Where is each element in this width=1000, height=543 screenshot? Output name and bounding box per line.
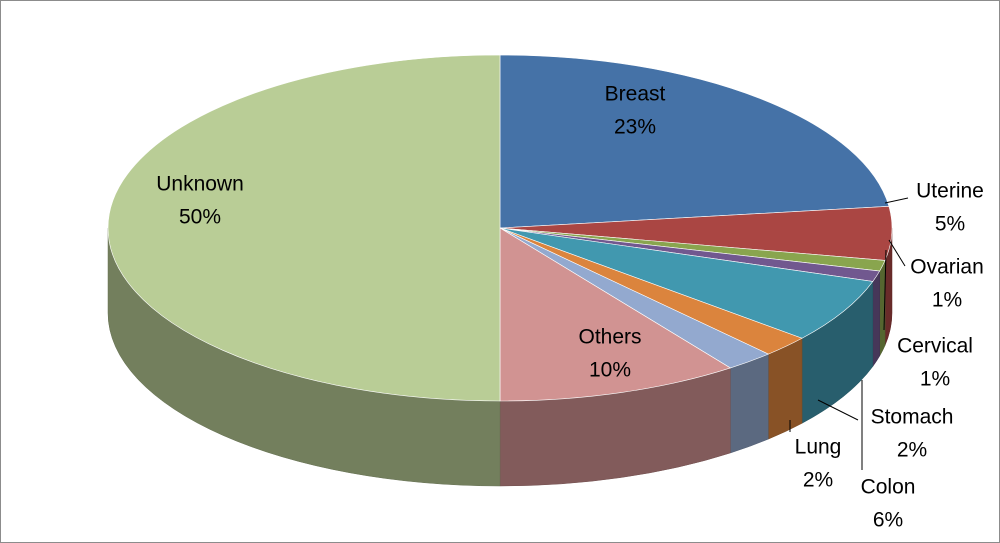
leader-line: [817, 399, 859, 421]
pie-side: [872, 270, 880, 368]
pie-side: [730, 353, 769, 454]
pie-slice: [499, 54, 890, 229]
value-label: 50%: [179, 206, 221, 229]
slice-label: Others: [578, 326, 641, 349]
value-label: 5%: [935, 213, 965, 236]
pie-side: [768, 337, 803, 440]
leader-line: [884, 197, 909, 204]
leader-line: [883, 249, 887, 331]
value-label: 1%: [920, 368, 950, 391]
slice-label: Cervical: [897, 335, 973, 358]
leader-line: [888, 239, 906, 267]
labels: Breast 23% Uterine 5% Ovarian 1% Cervical 1% Col…: [156, 83, 984, 532]
pie-tops: [107, 54, 893, 402]
value-label: 23%: [614, 116, 656, 139]
slice-label: Lung: [795, 436, 842, 459]
pie-slice: [499, 227, 874, 339]
pie-slice: [499, 227, 732, 402]
value-label: 10%: [589, 359, 631, 382]
slice-label: Breast: [605, 83, 666, 106]
slice-label: Ovarian: [910, 256, 984, 279]
slice-label: Uterine: [916, 180, 984, 203]
leader-lines: [789, 197, 909, 470]
value-label: 2%: [803, 469, 833, 492]
slice-label: Colon: [861, 476, 916, 499]
pie-slice: [107, 54, 501, 402]
slice-label: Stomach: [871, 406, 954, 429]
value-label: 1%: [932, 289, 962, 312]
value-label: 2%: [897, 439, 927, 462]
slice-label: Unknown: [156, 173, 244, 196]
value-label: 6%: [873, 509, 903, 532]
